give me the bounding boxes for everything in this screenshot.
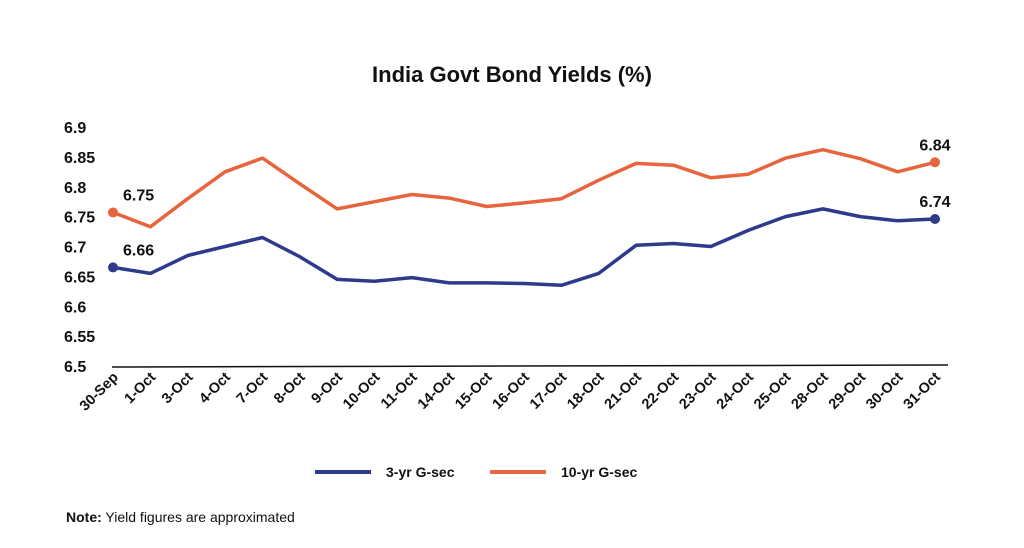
x-tick-label: 4-Oct [196,369,234,407]
note-label: Note: [66,509,102,525]
x-tick-label: 1-Oct [122,369,160,407]
legend-item: 3-yr G-sec [315,464,455,480]
x-tick-label: 10-Oct [340,369,383,412]
x-axis-line [111,364,949,368]
x-tick-label: 31-Oct [901,369,944,412]
series-2: 6.75 6.84 [108,137,951,229]
legend-label: 3-yr G-sec [386,464,455,480]
y-tick-label: 6.85 [64,150,95,167]
x-tick-label: 24-Oct [714,369,757,412]
data-point-marker [930,157,940,168]
x-tick-label: 22-Oct [639,369,682,412]
x-tick-label: 3-Oct [159,369,197,407]
x-tick-label: 7-Oct [234,369,272,407]
legend-item: 10-yr G-sec [490,464,637,480]
x-tick-label: 18-Oct [564,369,607,412]
y-axis: 6.9 6.85 6.8 6.75 6.7 6.65 6.6 6.55 6.5 [64,120,95,376]
x-tick-label: 30-Sep [77,369,122,414]
y-tick-label: 6.9 [64,120,86,137]
note-text: Yield figures are approximated [105,509,295,525]
y-tick-label: 6.6 [64,299,86,316]
x-tick-label: 15-Oct [452,369,495,412]
y-tick-label: 6.55 [64,329,95,346]
series-line [111,147,937,229]
series-line [111,207,937,288]
x-tick-label: 23-Oct [676,369,719,412]
y-tick-label: 6.75 [64,210,95,227]
x-tick-label: 25-Oct [751,369,794,412]
data-label: 6.84 [919,137,950,154]
series-1: 6.66 6.74 [108,194,951,288]
y-tick-label: 6.7 [64,240,86,257]
x-tick-label: 21-Oct [602,369,645,412]
data-label: 6.75 [123,187,154,204]
x-tick-label: 29-Oct [826,369,869,412]
x-tick-label: 28-Oct [789,369,832,412]
footnote: Note: Yield figures are approximated [66,509,295,525]
data-point-marker [108,207,118,218]
data-label: 6.74 [919,194,950,211]
chart-title: India Govt Bond Yields (%) [372,62,652,87]
series-group: 6.66 6.74 6.75 6.84 [108,137,951,288]
data-point-marker [108,262,118,273]
x-tick-label: 30-Oct [863,369,906,412]
x-tick-label: 17-Oct [527,369,570,412]
y-tick-label: 6.5 [64,359,86,376]
data-point-marker [930,214,940,225]
y-tick-label: 6.65 [64,269,95,286]
x-tick-label: 16-Oct [490,369,533,412]
x-tick-label: 14-Oct [415,369,458,412]
x-tick-label: 8-Oct [271,369,309,407]
legend-label: 10-yr G-sec [561,464,637,480]
data-label: 6.66 [123,242,154,259]
legend: 3-yr G-sec 10-yr G-sec [315,464,637,480]
x-axis: 30-Sep 1-Oct 3-Oct 4-Oct 7-Oct 8-Oct 9-Oct10-O… [77,369,944,414]
y-tick-label: 6.8 [64,180,86,197]
x-tick-label: 11-Oct [378,369,421,412]
